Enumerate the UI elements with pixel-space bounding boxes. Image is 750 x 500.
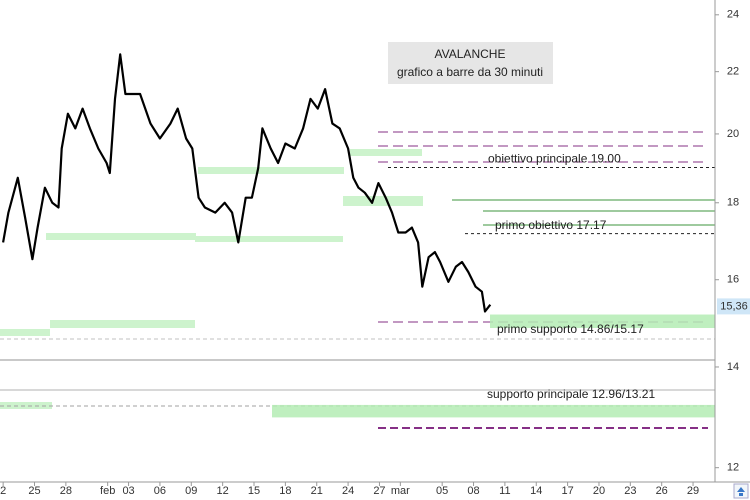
band bbox=[0, 329, 50, 336]
y-tick-label: 20 bbox=[727, 128, 739, 140]
marks bbox=[2, 53, 715, 418]
band bbox=[0, 402, 52, 409]
last-price-label: 15,36 bbox=[720, 300, 748, 312]
x-tick-label: 03 bbox=[122, 485, 134, 497]
x-tick-label: 27 bbox=[373, 485, 385, 497]
x-tick-label: 11 bbox=[499, 485, 510, 497]
x-tick-label: 21 bbox=[311, 485, 323, 497]
annotation-label: supporto principale 12.96/13.21 bbox=[487, 387, 655, 401]
x-tick-label: 23 bbox=[624, 485, 636, 497]
x-tick-label: 12 bbox=[217, 485, 229, 497]
y-tick-label: 24 bbox=[727, 9, 739, 21]
x-tick-label: 14 bbox=[530, 485, 542, 497]
chart-title: AVALANCHE bbox=[435, 47, 506, 61]
x-tick-label: 17 bbox=[561, 485, 573, 497]
x-tick-label: 05 bbox=[436, 485, 448, 497]
annotation-label: primo supporto 14.86/15.17 bbox=[497, 322, 644, 336]
title-box bbox=[388, 42, 553, 84]
x-tick-label: 08 bbox=[467, 485, 479, 497]
chart-subtitle: grafico a barre da 30 minuti bbox=[397, 65, 543, 79]
y-tick-label: 12 bbox=[727, 462, 739, 474]
x-tick-label: 26 bbox=[656, 485, 668, 497]
x-tick-label: 25 bbox=[28, 485, 40, 497]
annotation-band bbox=[490, 314, 715, 329]
y-tick-label: 16 bbox=[727, 274, 739, 286]
corner-icon bbox=[733, 483, 749, 499]
annotation-band bbox=[272, 404, 715, 418]
x-tick-label: 2 bbox=[0, 485, 6, 497]
x-tick-label: 06 bbox=[154, 485, 166, 497]
band bbox=[343, 196, 423, 206]
x-tick-label: 24 bbox=[342, 485, 354, 497]
price-line bbox=[2, 53, 492, 313]
band bbox=[350, 149, 422, 156]
band bbox=[198, 167, 344, 174]
y-tick-label: 18 bbox=[727, 197, 739, 209]
x-tick-label: feb bbox=[100, 485, 115, 497]
x-tick-label: mar bbox=[391, 485, 410, 497]
x-tick-label: 18 bbox=[279, 485, 291, 497]
annotation-label: obiettivo principale 19.00 bbox=[488, 152, 621, 166]
x-tick-label: 20 bbox=[593, 485, 605, 497]
x-tick-label: 15 bbox=[248, 485, 260, 497]
annotation-label: primo obiettivo 17.17 bbox=[495, 218, 607, 232]
band bbox=[46, 233, 196, 240]
x-tick-label: 09 bbox=[185, 485, 197, 497]
x-tick-label: 28 bbox=[60, 485, 72, 497]
y-tick-label: 22 bbox=[727, 66, 739, 78]
last-price-box bbox=[717, 298, 750, 315]
icon-arrow bbox=[737, 487, 745, 496]
y-tick-label: 14 bbox=[727, 361, 739, 373]
band bbox=[195, 236, 343, 242]
band bbox=[50, 320, 195, 328]
x-tick-label: 29 bbox=[687, 485, 699, 497]
